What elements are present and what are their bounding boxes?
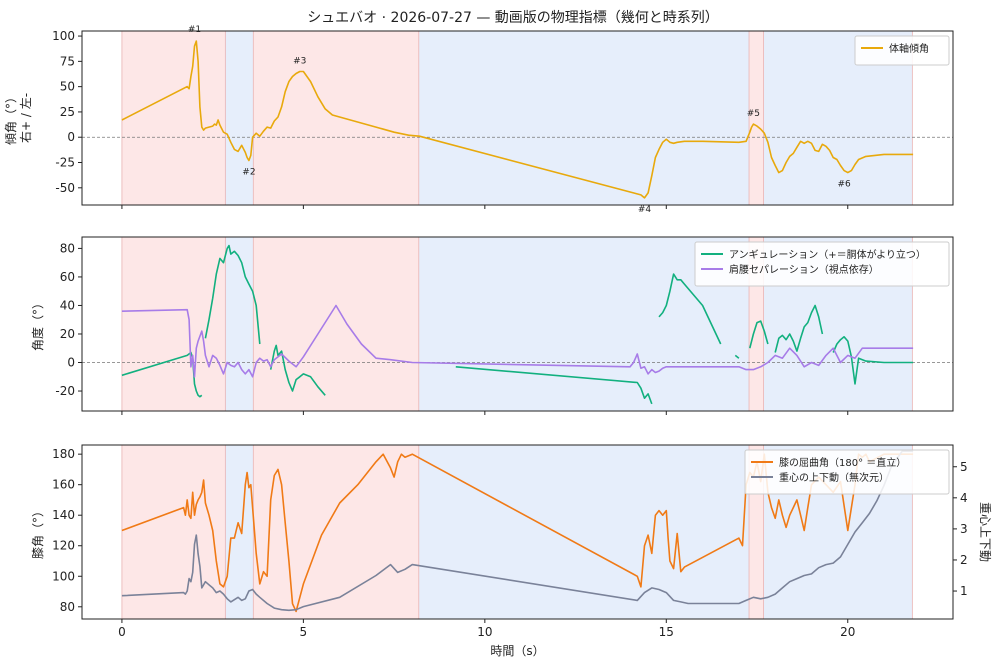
legend-label-1: 重心の上下動（無次元） — [779, 471, 889, 484]
band-3 — [418, 237, 750, 411]
band-0 — [121, 237, 226, 411]
plot-frame — [81, 444, 954, 620]
y-tick-label-6: 100 — [52, 29, 75, 43]
y-tick-label-4: 60 — [60, 270, 75, 284]
panel-top: #1 #2 #3 #4 #5 #6 -50 -25 0 25 50 75 100 傾角（°） 右+ / 左-… — [4, 25, 954, 215]
series-line-middle-0-6 — [749, 320, 769, 349]
series-line-middle-0-2 — [269, 344, 326, 396]
annotation-0: #1 — [188, 25, 201, 35]
y2-axis-label: 重心上下動 — [978, 502, 992, 562]
band-2 — [253, 31, 419, 205]
y-axis-label-0: 傾角（°） — [4, 91, 18, 145]
x-axis-label: 時間（s） — [490, 644, 544, 658]
y-tick-label-1: 0 — [67, 356, 75, 370]
series-line-middle-1-0 — [121, 304, 914, 378]
legend-box — [854, 35, 950, 66]
legend-label-0: 膝の屈曲角（180° ＝直立） — [779, 456, 906, 469]
y-tick-label-4: 160 — [52, 478, 75, 492]
y2-tick-label-0: 1 — [960, 584, 968, 598]
y-tick-label-5: 180 — [52, 447, 75, 461]
x-tick-label-1: 5 — [300, 625, 308, 639]
y-tick-label-3: 25 — [60, 105, 75, 119]
series-line-middle-0-7 — [774, 304, 824, 353]
band-4 — [749, 31, 764, 205]
annotation-5: #6 — [837, 180, 851, 190]
plot-frame — [81, 236, 954, 412]
series-line-middle-0-0 — [121, 351, 203, 398]
y-tick-label-5: 75 — [60, 54, 75, 68]
x-tick-label-2: 10 — [477, 625, 492, 639]
legend-middle: アンギュレーション（+＝胴体がより立つ） 肩腰セパレーション（視点依存） — [694, 241, 950, 287]
band-3 — [418, 31, 750, 205]
y-tick-label-2: 20 — [60, 327, 75, 341]
y-tick-label-5: 80 — [60, 241, 75, 255]
legend-box — [744, 449, 950, 495]
x-tick-label-4: 20 — [840, 625, 855, 639]
annotation-2: #3 — [293, 56, 306, 66]
band-1 — [225, 31, 254, 205]
chart-title: シュエバオ · 2026-07-27 — 動画版の物理指標（幾何と時系列） — [307, 10, 719, 26]
annotation-1: #2 — [242, 167, 255, 177]
legend-label-1: 肩腰セパレーション（視点依存） — [729, 263, 879, 276]
legend-bottom: 膝の屈曲角（180° ＝直立） 重心の上下動（無次元） — [744, 449, 950, 495]
legend-label-0: アンギュレーション（+＝胴体がより立つ） — [729, 248, 926, 261]
series-line-bottom-0-0 — [121, 453, 914, 613]
plot-frame — [81, 30, 954, 206]
y-tick-label-0: -20 — [55, 384, 75, 398]
y-tick-label-0: 80 — [60, 600, 75, 614]
band-0 — [121, 445, 226, 619]
band-2 — [253, 237, 419, 411]
y-tick-label-1: -25 — [55, 156, 75, 170]
y-tick-label-2: 120 — [52, 539, 75, 553]
y2-tick-label-3: 4 — [960, 491, 968, 505]
legend-label-0: 体軸傾角 — [889, 42, 929, 55]
series-line-middle-0-3 — [455, 366, 653, 405]
y-tick-label-1: 100 — [52, 569, 75, 583]
panel-middle: -20 0 20 40 60 80 角度（°） アンギュレーション（+＝胴体がより立つ） 肩腰セ… — [30, 236, 954, 415]
panel-bottom: 80 100 120 140 160 180 0 5 10 15 20 1 2 3 4 5 重心上下動時間（s）… — [31, 444, 992, 658]
y2-tick-label-1: 2 — [960, 553, 968, 567]
y-axis-label-0: 角度（°） — [30, 297, 45, 351]
y-tick-label-0: -50 — [55, 181, 75, 195]
series-line-top-0-0 — [121, 40, 914, 199]
annotation-4: #5 — [747, 109, 760, 119]
y-axis-label-1: 右+ / 左- — [18, 93, 33, 143]
band-3 — [418, 445, 750, 619]
x-tick-label-0: 0 — [118, 625, 126, 639]
y-tick-label-4: 50 — [60, 80, 75, 94]
y-axis-label-0: 膝角（°） — [31, 505, 45, 559]
y-tick-label-3: 140 — [52, 508, 75, 522]
series-line-bottom-1-0 — [121, 450, 914, 612]
series-line-middle-0-1 — [204, 244, 261, 345]
y-tick-label-2: 0 — [67, 130, 75, 144]
y-tick-label-3: 40 — [60, 298, 75, 312]
band-0 — [121, 31, 226, 205]
y2-tick-label-2: 3 — [960, 522, 968, 536]
series-line-middle-0-5 — [734, 354, 740, 359]
series-line-middle-0-4 — [658, 273, 722, 345]
band-1 — [225, 237, 254, 411]
y2-tick-label-4: 5 — [960, 460, 968, 474]
band-1 — [225, 445, 254, 619]
legend-top: 体軸傾角 — [854, 35, 950, 66]
x-tick-label-3: 15 — [659, 625, 674, 639]
band-2 — [253, 445, 419, 619]
legend-box — [694, 241, 950, 287]
annotation-3: #4 — [638, 205, 652, 215]
